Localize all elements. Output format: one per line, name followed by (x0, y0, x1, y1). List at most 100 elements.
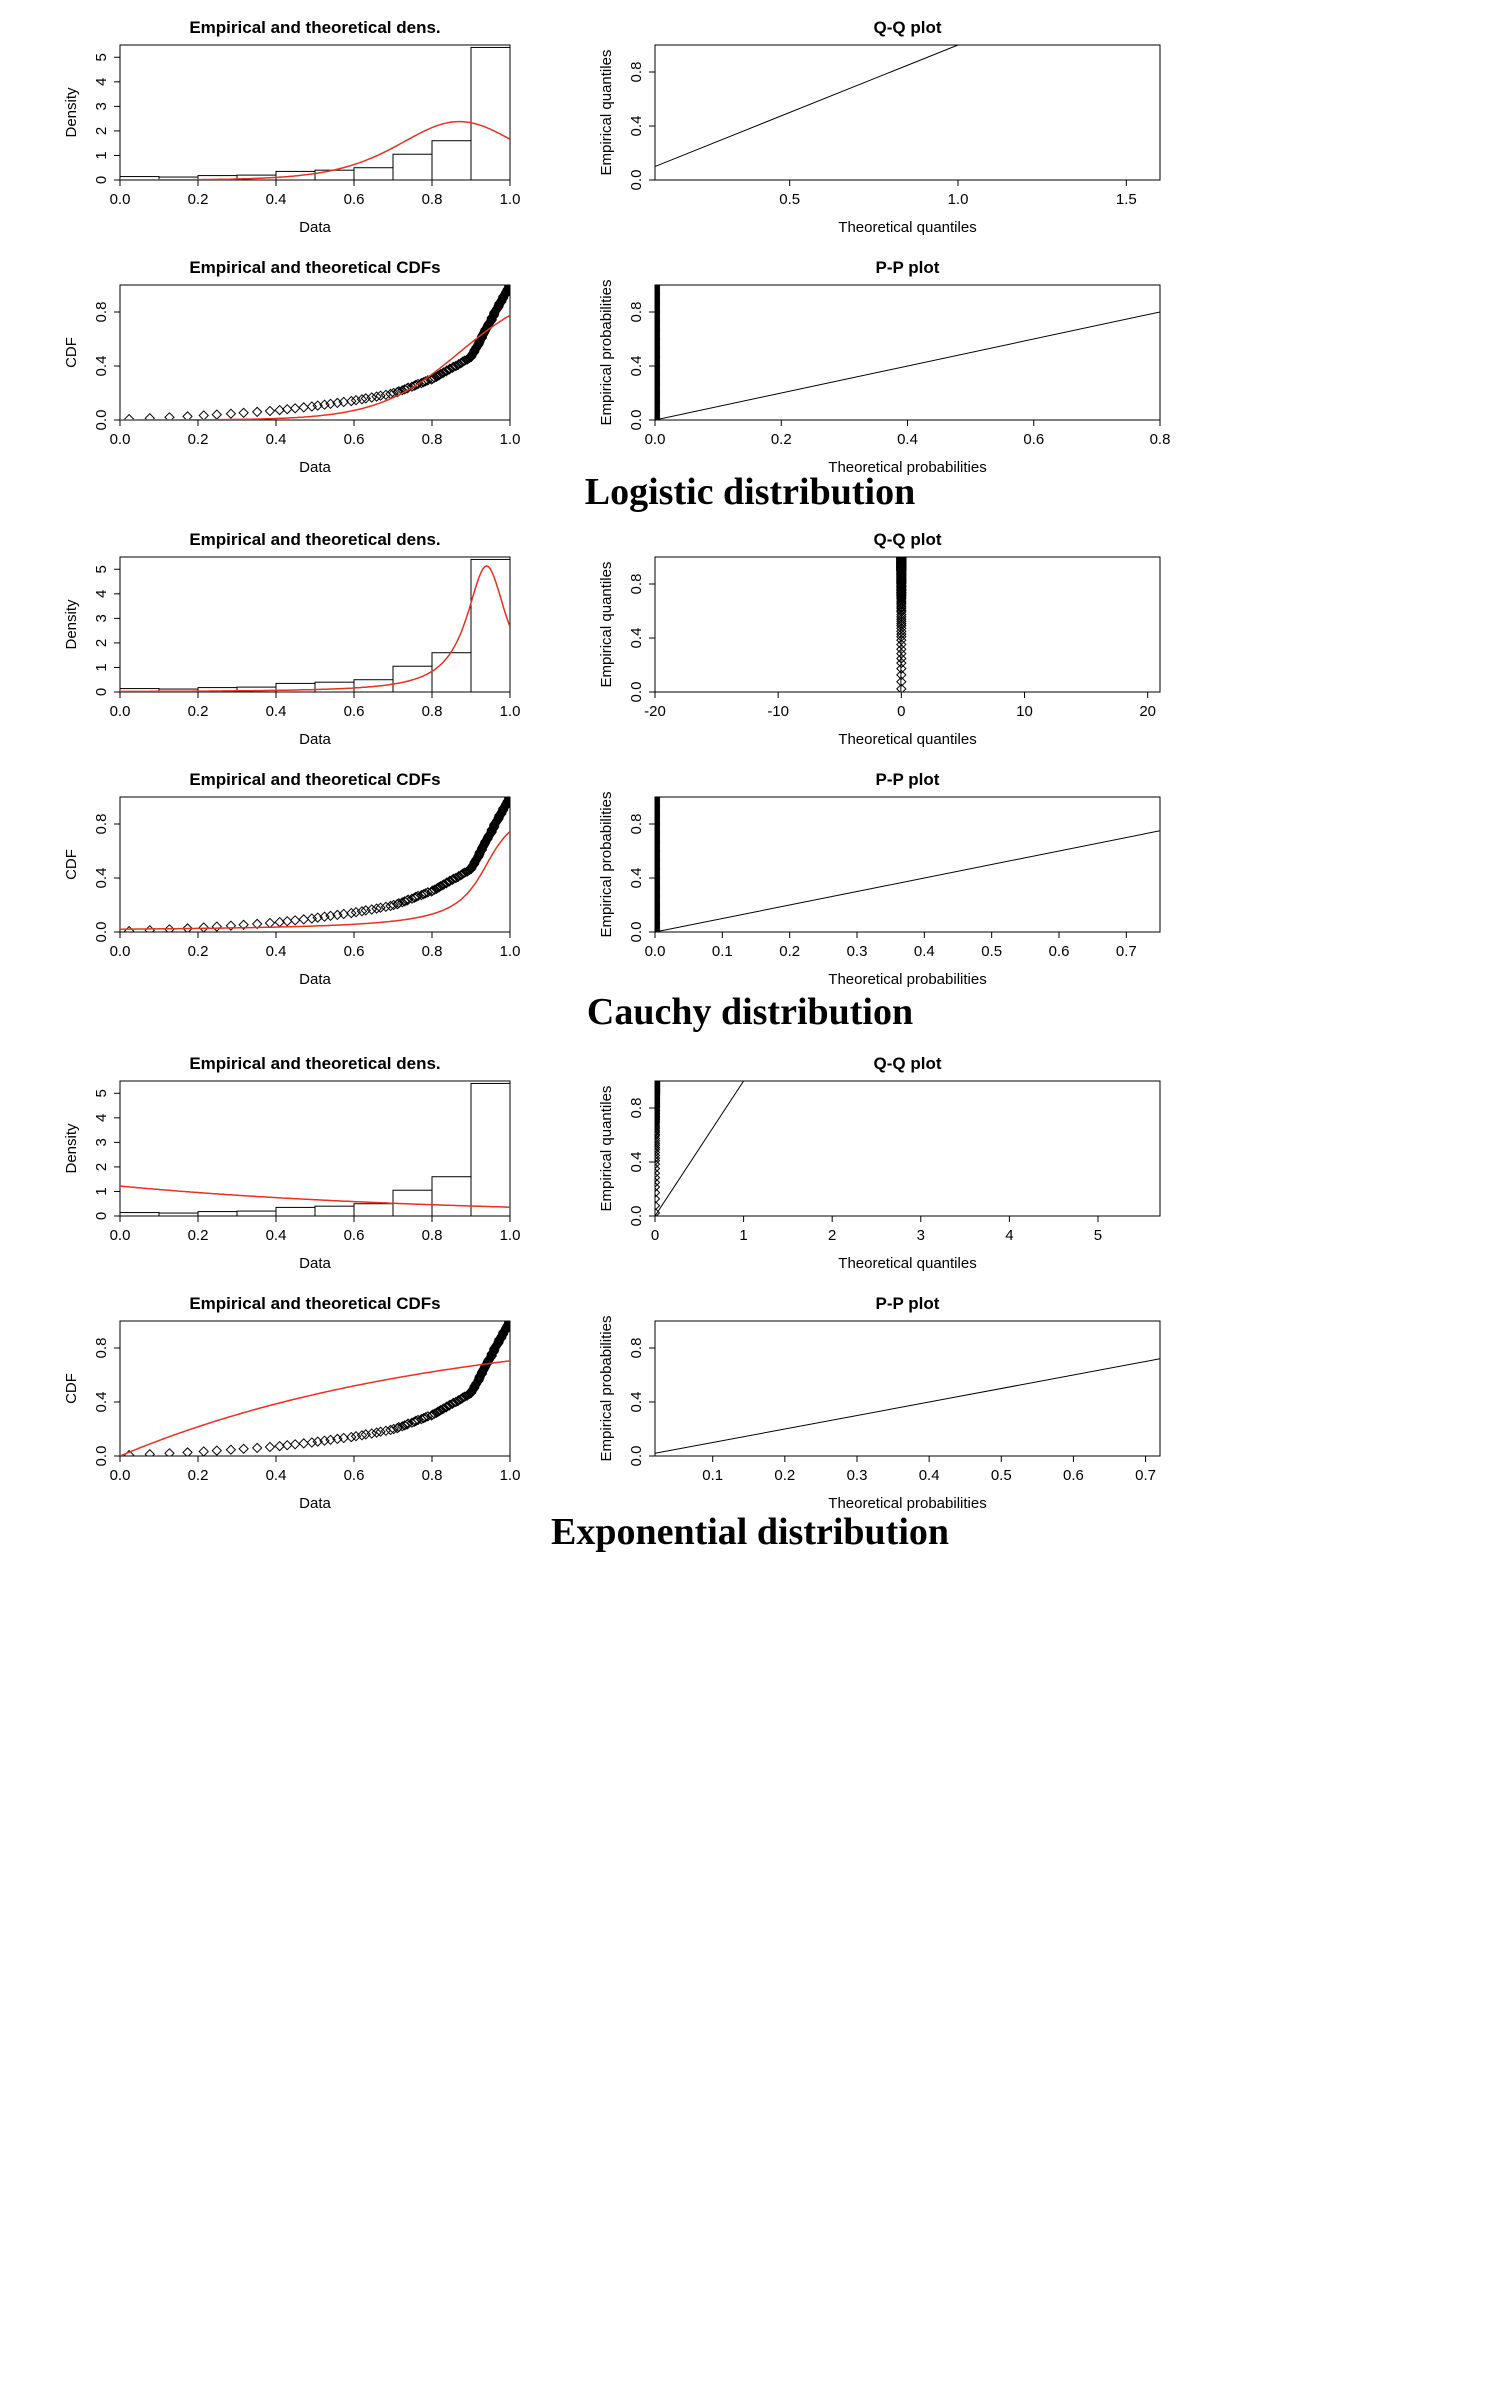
distribution-caption: Exponential distribution (550, 1511, 950, 1553)
data-point (636, 1369, 645, 1378)
data-point (636, 1320, 645, 1329)
data-point (312, 400, 323, 411)
data-point (617, 60, 626, 69)
data-point (617, 118, 626, 127)
panel-title: P-P plot (876, 258, 940, 277)
data-point (617, 133, 626, 142)
x-tick-label: 0.7 (1135, 1467, 1156, 1484)
data-point (182, 1447, 193, 1456)
data-point (617, 45, 626, 54)
data-point (617, 46, 626, 55)
data-point (655, 1152, 661, 1164)
data-point (636, 1437, 645, 1446)
y-tick-label: 0.0 (628, 170, 645, 191)
data-point (617, 76, 626, 85)
logistic-pp: P-P plot 0.0 0.2 0.4 0.6 0.8 0.0 0.4 0.8 Theoreti… (598, 258, 1170, 476)
data-point (617, 112, 626, 121)
data-point (617, 58, 626, 67)
data-point (617, 51, 626, 60)
data-point (225, 408, 237, 419)
data-point (636, 1371, 645, 1380)
x-tick-label: 0.4 (919, 1467, 940, 1484)
data-point (617, 100, 626, 109)
data-point (617, 48, 626, 57)
x-tick-label: 0.2 (188, 431, 209, 448)
data-point (636, 1414, 645, 1423)
y-tick-label: 0 (93, 1212, 110, 1220)
x-tick-label: 0.5 (981, 943, 1002, 960)
data-point (896, 557, 907, 563)
data-point (655, 1187, 661, 1198)
x-tick-label: -10 (767, 703, 789, 720)
data-point (281, 1439, 293, 1451)
plot-area (120, 46, 510, 180)
data-point (182, 411, 193, 420)
data-point (636, 1328, 645, 1337)
data-point (617, 46, 626, 55)
data-point (655, 285, 661, 293)
data-point (504, 797, 510, 803)
data-point (617, 70, 626, 79)
plot-frame (654, 284, 1161, 421)
data-point (617, 57, 626, 66)
y-tick-label: 0.4 (93, 1392, 110, 1413)
data-point (617, 50, 626, 59)
data-point (655, 1158, 661, 1170)
data-point (617, 44, 626, 53)
data-point (617, 64, 626, 73)
reference-line (655, 311, 1160, 420)
data-point (617, 43, 626, 52)
histogram-bar (275, 1206, 316, 1216)
data-point (636, 1367, 645, 1376)
x-tick-label: 0.4 (266, 431, 287, 448)
data-point (251, 918, 263, 930)
data-point (636, 1382, 645, 1391)
x-tick-label: 0.7 (1116, 943, 1137, 960)
data-point (325, 398, 336, 410)
data-point (617, 63, 626, 72)
data-point (325, 1434, 336, 1446)
data-point (636, 1326, 645, 1335)
plot-area (120, 797, 510, 932)
x-tick-label: -20 (644, 703, 666, 720)
y-axis-label: Empirical quantiles (598, 50, 615, 176)
data-point (399, 384, 410, 395)
data-point (636, 1424, 645, 1433)
data-point (896, 628, 907, 640)
data-point (298, 1438, 309, 1449)
data-point (312, 1436, 323, 1447)
data-point (380, 901, 392, 913)
data-point (617, 61, 626, 70)
y-tick-label: 5 (93, 1089, 110, 1097)
data-point (617, 146, 626, 155)
plot-frame (119, 284, 511, 421)
data-point (617, 88, 626, 97)
x-axis-label: Theoretical quantiles (838, 731, 976, 748)
data-point (427, 1409, 438, 1420)
plot-frame (119, 796, 511, 933)
cauchy-cdf: Empirical and theoretical CDFs 0.0 0.2 0.4 0… (63, 770, 520, 988)
plot-frame (119, 44, 511, 181)
x-tick-label: 0.3 (847, 943, 868, 960)
data-point (636, 1422, 645, 1431)
data-point (617, 59, 626, 68)
histogram-bar (353, 1203, 394, 1216)
data-point (617, 158, 626, 167)
data-point (617, 115, 626, 124)
histogram-bar (236, 1210, 277, 1216)
data-point (332, 397, 343, 409)
y-tick-label: 0.4 (628, 868, 645, 889)
data-point (617, 74, 626, 83)
data-point (617, 54, 626, 63)
x-axis-label: Theoretical quantiles (838, 219, 976, 236)
x-tick-label: 0.0 (110, 703, 131, 720)
data-point (636, 1423, 645, 1432)
data-point (617, 48, 626, 57)
data-point (636, 1416, 645, 1425)
plot-area (896, 557, 907, 692)
data-point (655, 797, 661, 804)
x-tick-label: 0 (897, 703, 905, 720)
data-point (617, 55, 626, 64)
data-point (617, 124, 626, 133)
x-tick-label: 0.2 (188, 191, 209, 208)
